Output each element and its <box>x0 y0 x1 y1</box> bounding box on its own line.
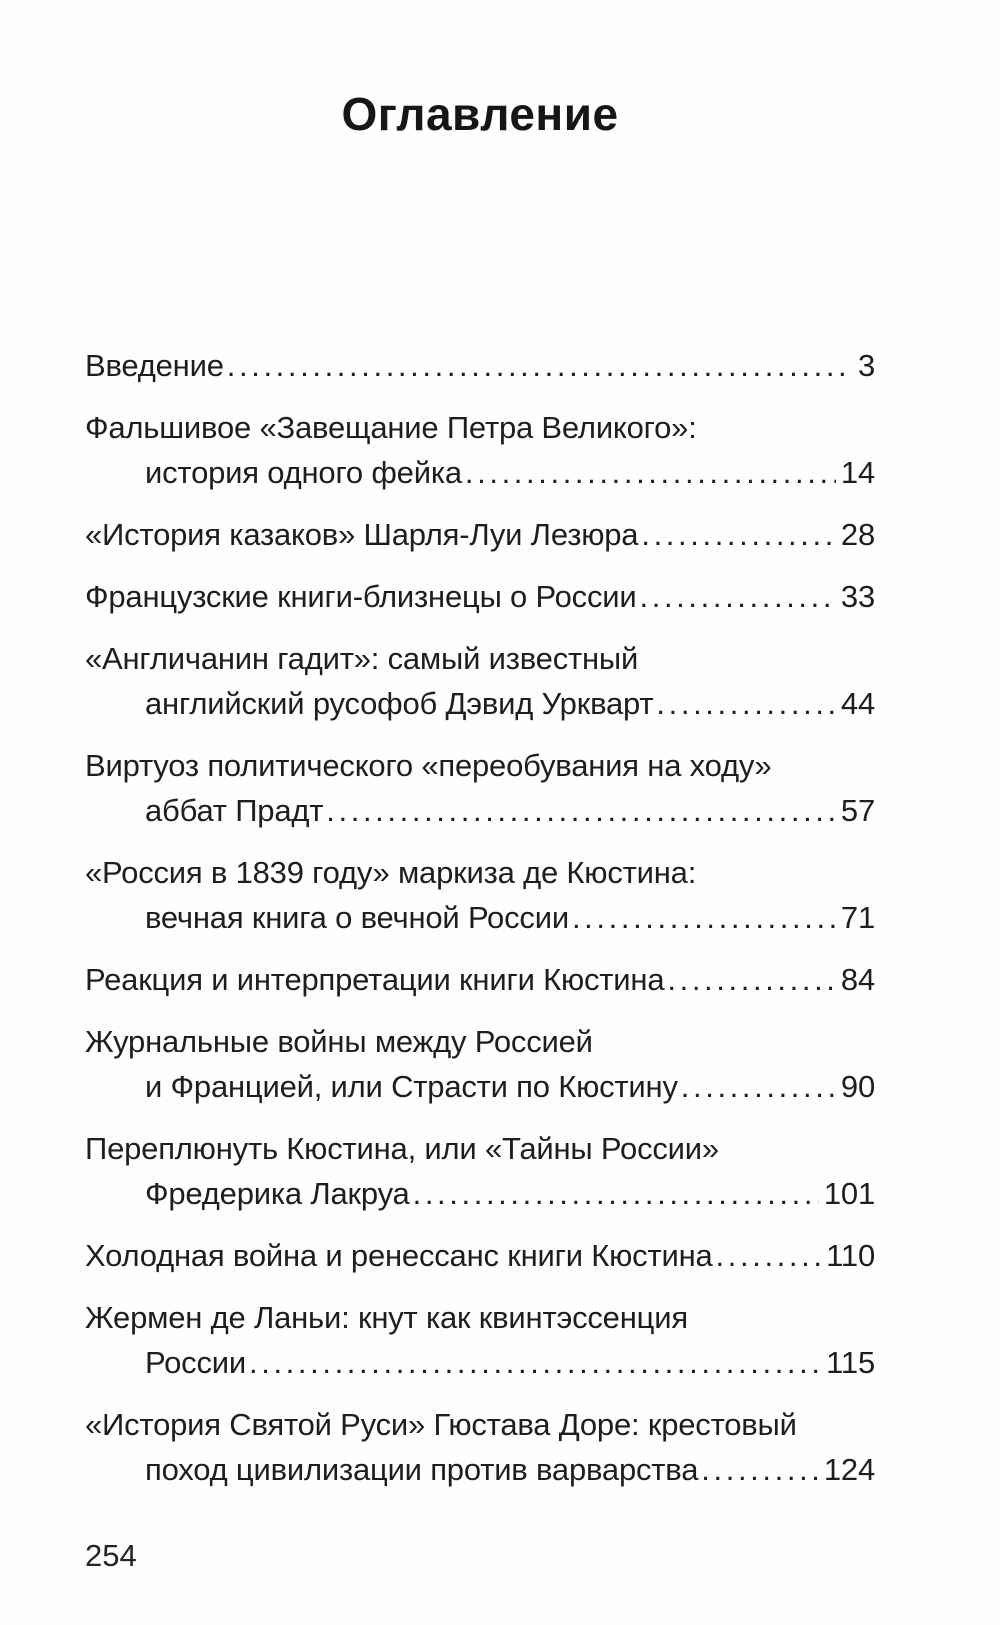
toc-entry: «Англичанин гадит»: самый известный англи… <box>85 636 875 726</box>
toc-entry-page-number: 101 <box>823 1176 875 1211</box>
toc-entry-page-number: 14 <box>840 455 875 490</box>
dot-leader <box>224 343 853 388</box>
toc-entry: Фальшивое «Завещание Петра Великого»: ист… <box>85 405 875 495</box>
toc-entry: Виртуоз политического «переобувания на х… <box>85 743 875 833</box>
toc-entry-continuation-line: история одного фейка 14 <box>85 450 875 495</box>
dot-leader <box>569 895 836 940</box>
toc-entry-title: история одного фейка <box>145 455 462 490</box>
dot-leader <box>713 1233 822 1278</box>
toc-entry-page-number: 33 <box>840 579 875 614</box>
toc-entry-title: Виртуоз политического «переобувания на х… <box>85 748 772 783</box>
toc-entry-title: Введение <box>85 348 224 383</box>
toc-entry-title: Фредерика Лакруа <box>145 1176 410 1211</box>
toc-entry-page-number: 3 <box>857 348 875 383</box>
toc-entry-page-number: 110 <box>826 1238 875 1273</box>
toc-entry-title: Французские книги-близнецы о России <box>85 579 637 614</box>
toc-entry-first-line: Холодная война и ренессанс книги Кюстина… <box>85 1233 875 1278</box>
toc-entry-page-number: 90 <box>840 1069 875 1104</box>
toc-entry: «Россия в 1839 году» маркиза де Кюстина:… <box>85 850 875 940</box>
toc-entry-page-number: 84 <box>840 962 875 997</box>
dot-leader <box>678 1064 836 1109</box>
toc-entry-title: «История казаков» Шарля-Луи Лезюра <box>85 517 639 552</box>
toc-entry-first-line: «Англичанин гадит»: самый известный <box>85 636 875 681</box>
toc-entry-first-line: «История казаков» Шарля-Луи Лезюра 28 <box>85 512 875 557</box>
toc-entry-title: Холодная война и ренессанс книги Кюстина <box>85 1238 713 1273</box>
dot-leader <box>323 788 836 833</box>
toc-entry-title: Переплюнуть Кюстина, или «Тайны России» <box>85 1131 719 1166</box>
toc-entry-continuation-line: поход цивилизации против варварства 124 <box>85 1447 875 1492</box>
dot-leader <box>410 1171 819 1216</box>
toc-entry: Журнальные войны между Россией и Францией… <box>85 1019 875 1109</box>
dot-leader <box>698 1447 819 1492</box>
toc-entry-first-line: Журнальные войны между Россией <box>85 1019 875 1064</box>
toc-entry-title: «Россия в 1839 году» маркиза де Кюстина: <box>85 855 697 890</box>
toc-entry-first-line: Переплюнуть Кюстина, или «Тайны России» <box>85 1126 875 1171</box>
toc-entry-first-line: «Россия в 1839 году» маркиза де Кюстина: <box>85 850 875 895</box>
toc-entry-title: «История Святой Руси» Гюстава Доре: крес… <box>85 1407 797 1442</box>
toc-entry: «История казаков» Шарля-Луи Лезюра 28 <box>85 512 875 557</box>
toc-entry-first-line: «История Святой Руси» Гюстава Доре: крес… <box>85 1402 875 1447</box>
toc-entry-title: поход цивилизации против варварства <box>145 1452 699 1487</box>
toc-entry: «История Святой Руси» Гюстава Доре: крес… <box>85 1402 875 1492</box>
toc-entry-first-line: Жермен де Ланьи: кнут как квинтэссенция <box>85 1295 875 1340</box>
toc-entry-page-number: 28 <box>840 517 875 552</box>
toc-entry: Французские книги-близнецы о России 33 <box>85 574 875 619</box>
toc-entry: Переплюнуть Кюстина, или «Тайны России» Ф… <box>85 1126 875 1216</box>
toc-entry-title: Жермен де Ланьи: кнут как квинтэссенция <box>85 1300 688 1335</box>
toc-entry-title: «Англичанин гадит»: самый известный <box>85 641 639 676</box>
toc-entry-page-number: 57 <box>840 793 875 828</box>
dot-leader <box>462 450 836 495</box>
toc-entry-title: английский русофоб Дэвид Уркварт <box>145 686 654 721</box>
toc-entry-title: вечная книга о вечной России <box>145 900 569 935</box>
toc-entry-continuation-line: вечная книга о вечной России 71 <box>85 895 875 940</box>
toc-entry-first-line: Виртуоз политического «переобувания на х… <box>85 743 875 788</box>
toc-entry-page-number: 124 <box>823 1452 875 1487</box>
dot-leader <box>637 574 836 619</box>
toc-entry: Холодная война и ренессанс книги Кюстина… <box>85 1233 875 1278</box>
dot-leader <box>246 1340 821 1385</box>
toc-entry-title: России <box>145 1345 246 1380</box>
toc-entry-page-number: 71 <box>840 900 875 935</box>
toc-entry-first-line: Реакция и интерпретации книги Кюстина 84 <box>85 957 875 1002</box>
toc-entry-continuation-line: английский русофоб Дэвид Уркварт 44 <box>85 681 875 726</box>
toc-entry-title: и Францией, или Страсти по Кюстину <box>145 1069 678 1104</box>
toc-entry-page-number: 115 <box>826 1345 875 1380</box>
toc-entry-continuation-line: и Францией, или Страсти по Кюстину 90 <box>85 1064 875 1109</box>
toc-list: Введение 3 Фальшивое «Завещание Петра Вели… <box>85 343 875 1492</box>
toc-entry-title: Реакция и интерпретации книги Кюстина <box>85 962 665 997</box>
dot-leader <box>653 681 836 726</box>
dot-leader <box>638 512 836 557</box>
dot-leader <box>664 957 836 1002</box>
toc-entry-title: Журнальные войны между Россией <box>85 1024 593 1059</box>
toc-entry-first-line: Фальшивое «Завещание Петра Великого»: <box>85 405 875 450</box>
toc-entry-continuation-line: России 115 <box>85 1340 875 1385</box>
toc-entry-page-number: 44 <box>840 686 875 721</box>
page-title: Оглавление <box>341 88 619 140</box>
toc-entry: Жермен де Ланьи: кнут как квинтэссенция Р… <box>85 1295 875 1385</box>
toc-entry-first-line: Французские книги-близнецы о России 33 <box>85 574 875 619</box>
toc-entry-continuation-line: аббат Прадт 57 <box>85 788 875 833</box>
toc-entry: Введение 3 <box>85 343 875 388</box>
toc-entry: Реакция и интерпретации книги Кюстина 84 <box>85 957 875 1002</box>
toc-entry-continuation-line: Фредерика Лакруа 101 <box>85 1171 875 1216</box>
toc-entry-title: Фальшивое «Завещание Петра Великого»: <box>85 410 697 445</box>
toc-entry-title: аббат Прадт <box>145 793 324 828</box>
toc-entry-first-line: Введение 3 <box>85 343 875 388</box>
page-number: 254 <box>85 1538 137 1573</box>
